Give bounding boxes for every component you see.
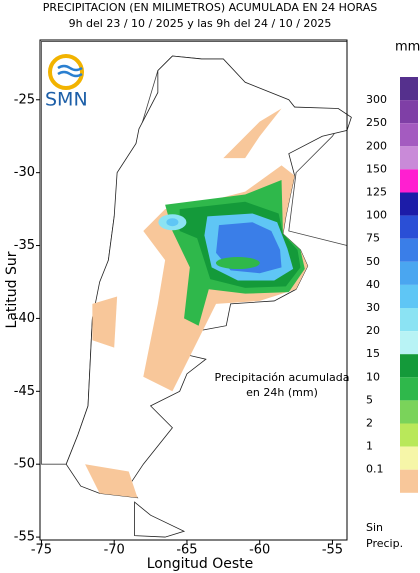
legend-swatch — [400, 192, 418, 216]
legend-no-precip: Sin — [366, 521, 383, 534]
legend-swatch — [400, 400, 418, 424]
rain-area — [92, 296, 118, 348]
legend-swatch — [400, 284, 418, 308]
legend-swatch — [400, 261, 418, 285]
x-tick-label: -75 — [31, 543, 52, 558]
legend-swatch — [400, 238, 418, 262]
legend-swatch — [400, 354, 418, 378]
x-tick-label: -55 — [322, 543, 343, 558]
legend-label: 200 — [366, 139, 387, 152]
plot-frame — [39, 39, 348, 541]
legend-swatch — [400, 100, 418, 124]
y-tick-label: -30 — [14, 165, 35, 180]
legend-swatch — [400, 308, 418, 332]
legend-swatch — [400, 215, 418, 239]
legend-label: 125 — [366, 186, 387, 199]
legend-label: 75 — [366, 232, 380, 245]
legend-swatch — [400, 169, 418, 193]
legend-swatch — [400, 423, 418, 447]
logo-wave — [57, 64, 83, 78]
legend-label: 0.1 — [366, 463, 384, 476]
tierra-del-fuego — [134, 501, 186, 538]
subtitle: 9h del 23 / 10 / 2025 y las 9h del 24 / … — [69, 17, 332, 30]
legend-label: 20 — [366, 324, 380, 337]
x-tick-label: -70 — [104, 543, 125, 558]
annotation: Precipitación acumulada — [215, 371, 350, 384]
legend-swatch — [400, 146, 418, 170]
x-tick-label: -65 — [176, 543, 197, 558]
legend-label: 150 — [366, 162, 387, 175]
legend-label: 40 — [366, 278, 380, 291]
y-tick-label: -55 — [14, 530, 35, 545]
y-axis-label: Latitud Sur — [4, 251, 20, 328]
legend-no-precip: Precip. — [366, 537, 403, 550]
y-tick-label: -25 — [14, 92, 35, 107]
rain-area — [166, 218, 179, 227]
legend-label: 300 — [366, 93, 387, 106]
legend-label: 250 — [366, 116, 387, 129]
legend-swatch — [400, 77, 418, 101]
legend-swatch — [400, 446, 418, 470]
legend-swatch — [400, 123, 418, 147]
y-tick-label: -40 — [14, 311, 35, 326]
legend-label: 5 — [366, 393, 373, 406]
logo-mark — [48, 54, 84, 90]
legend-label: 10 — [366, 370, 380, 383]
legend-swatch — [400, 331, 418, 355]
legend-label: 15 — [366, 347, 380, 360]
y-tick-label: -50 — [14, 457, 35, 472]
title: PRECIPITACION (EN MILIMETROS) ACUMULADA … — [43, 1, 377, 14]
legend-unit: mm — [395, 40, 420, 55]
rain-area — [223, 108, 282, 159]
x-tick-label: -60 — [249, 543, 270, 558]
legend-swatch — [400, 377, 418, 401]
rain-area — [85, 464, 138, 498]
legend-swatch — [400, 469, 418, 493]
legend-label: 2 — [366, 417, 373, 430]
annotation: en 24h (mm) — [246, 386, 318, 399]
legend-label: 1 — [366, 440, 373, 453]
legend-label: 50 — [366, 255, 380, 268]
logo-text: SMN — [45, 89, 88, 111]
legend-label: 100 — [366, 209, 387, 222]
y-tick-label: -45 — [14, 384, 35, 399]
y-tick-label: -35 — [14, 238, 35, 253]
map-area — [39, 39, 352, 541]
x-axis-label: Longitud Oeste — [147, 556, 254, 572]
legend-label: 30 — [366, 301, 380, 314]
rain-area — [215, 257, 260, 270]
